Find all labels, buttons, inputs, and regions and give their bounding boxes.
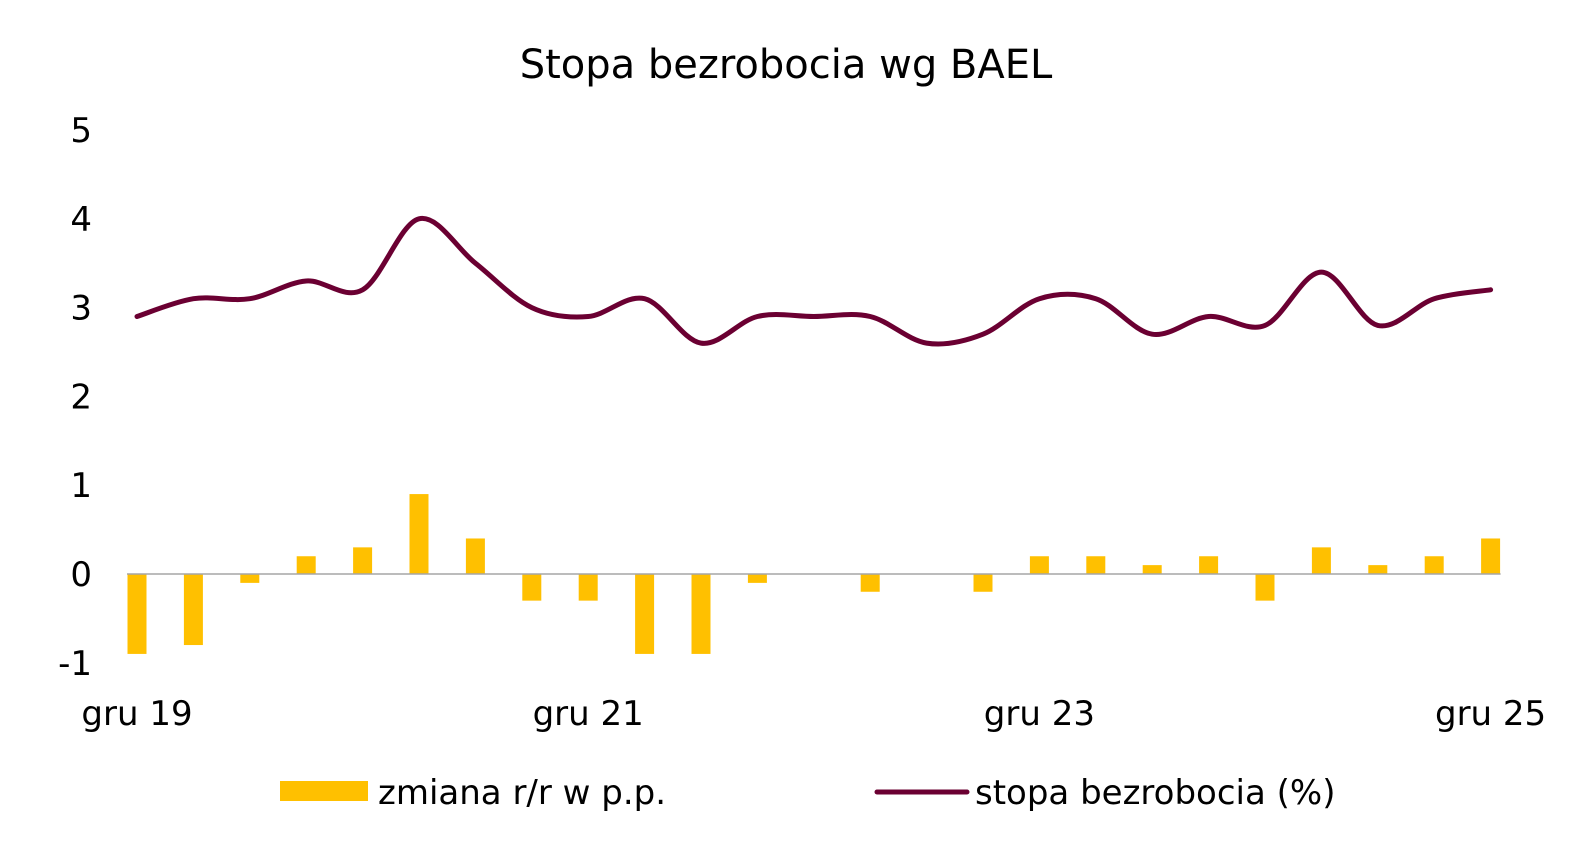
bar: [1368, 565, 1388, 574]
x-tick-label: gru 25: [1435, 694, 1546, 734]
bar: [1086, 556, 1106, 574]
y-tick-label: 5: [70, 111, 92, 151]
x-tick-label: gru 19: [81, 694, 192, 734]
line-series: [134, 216, 1494, 347]
bar: [1311, 547, 1331, 574]
x-tick-label: gru 23: [984, 694, 1095, 734]
x-tick-label: gru 21: [533, 694, 644, 734]
bar: [127, 574, 147, 654]
bar: [1142, 565, 1162, 574]
y-tick-label: 1: [70, 466, 92, 506]
legend-bar-label: zmiana r/r w p.p.: [378, 773, 666, 813]
y-tick-label: -1: [58, 644, 92, 684]
bar: [578, 574, 598, 601]
y-tick-label: 3: [70, 289, 92, 329]
bar: [240, 574, 260, 583]
chart-title: Stopa bezrobocia wg BAEL: [520, 42, 1053, 88]
bar: [409, 494, 429, 574]
bar: [1029, 556, 1049, 574]
bar: [1199, 556, 1219, 574]
y-tick-label: 0: [70, 555, 92, 595]
y-tick-label: 2: [70, 377, 92, 417]
bar: [1255, 574, 1275, 601]
bar: [522, 574, 542, 601]
legend-bar-swatch: [280, 781, 368, 801]
legend-line-label: stopa bezrobocia (%): [975, 773, 1335, 813]
legend: zmiana r/r w p.p. stopa bezrobocia (%): [280, 773, 1335, 813]
bar: [296, 556, 316, 574]
bar-series: [127, 494, 1501, 654]
bar: [691, 574, 711, 654]
bar: [183, 574, 203, 646]
bar: [860, 574, 880, 592]
y-tick-label: 4: [70, 200, 92, 240]
x-axis-ticks: gru 19 gru 21 gru 23 gru 25: [81, 694, 1546, 734]
bar: [1481, 538, 1501, 574]
y-axis-ticks: 5 4 3 2 1 0 -1: [58, 111, 92, 684]
bar: [635, 574, 655, 654]
bar: [465, 538, 485, 574]
bar: [973, 574, 993, 592]
bar: [747, 574, 767, 583]
bar: [1424, 556, 1444, 574]
bar: [353, 547, 373, 574]
